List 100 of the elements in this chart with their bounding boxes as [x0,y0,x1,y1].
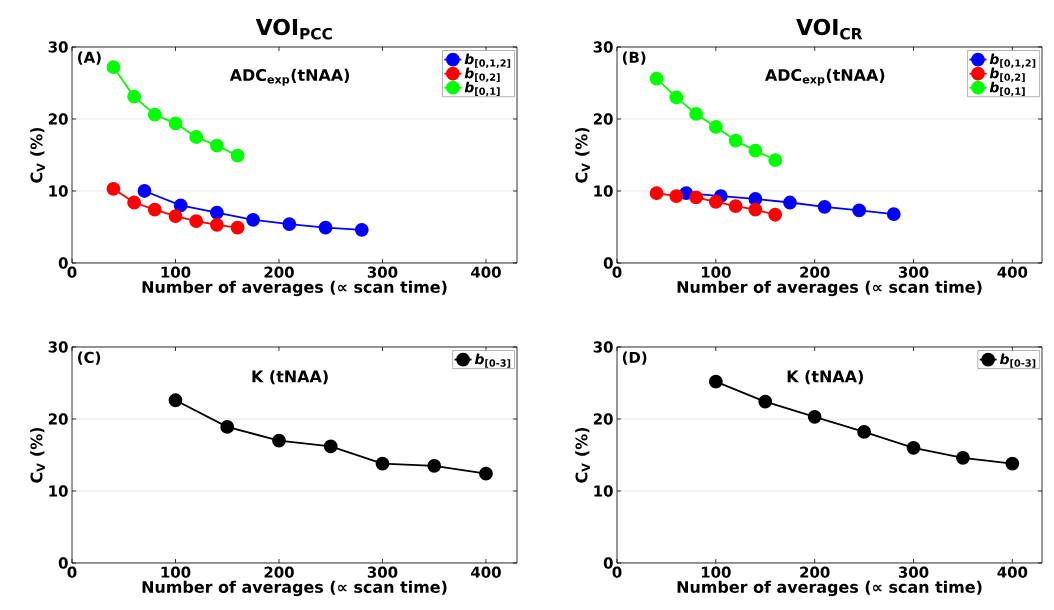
x-tick-label: 300 [898,566,929,578]
point [147,107,162,122]
x-tick-label: 0 [612,566,622,578]
x-tick-label: 300 [898,266,929,278]
point [209,217,224,232]
y-axis-title: C$_{V}$ (%) [575,127,590,183]
point [783,195,797,210]
x-axis-title: Number of averages (∝ scan time) [142,580,447,597]
point [127,195,141,210]
x-tick-label: 200 [800,566,830,578]
legend-label: b$_{[0,1]}$ [464,81,500,97]
x-tick-label: 300 [367,266,398,278]
point [147,202,162,217]
x-tick-label: 0 [67,266,77,278]
point [708,194,723,209]
y-tick-label: 0 [58,557,68,569]
point [127,89,141,104]
x-axis-title: Number of averages (∝ scan time) [677,580,982,597]
point [807,409,822,424]
annotation: K (tNAA) [252,370,328,385]
annotation: K (tNAA) [787,370,863,385]
x-tick-label: 200 [264,566,294,578]
legend-label: b$_{[0-3]}$ [999,353,1036,368]
point [649,71,664,86]
point [479,466,493,481]
point [318,220,333,235]
annotation: ADC$_{exp}$(tNAA) [764,68,885,86]
y-tick-label: 30 [48,41,68,53]
x-tick-label: 400 [471,266,501,278]
chart-title: VOI$_{CR}$ [796,18,863,40]
y-tick-label: 10 [594,185,613,197]
y-tick-label: 30 [593,41,613,53]
point [137,184,152,198]
annotation: (D) [622,351,647,365]
point [708,120,723,134]
point [246,212,261,227]
point [189,214,204,229]
y-tick-label: 0 [603,257,613,269]
point [817,199,832,214]
point [106,60,121,75]
point [906,440,921,455]
legend-label: b$_{[0,1]}$ [989,81,1025,97]
point [106,181,121,196]
point [689,190,703,205]
point [728,199,743,213]
point [173,198,188,213]
point [708,374,723,389]
y-axis-title: C$_{V}$ (%) [30,427,45,483]
y-tick-label: 30 [48,341,68,353]
annotation: (C) [78,351,101,365]
x-tick-label: 200 [264,266,294,278]
y-axis-title: C$_{V}$ (%) [575,427,590,483]
point [168,209,183,224]
point [375,456,390,471]
x-axis-title: Number of averages (∝ scan time) [142,280,447,297]
y-tick-label: 10 [594,485,613,497]
legend-label: b$_{[0,1,2]}$ [464,53,511,68]
x-tick-label: 400 [997,566,1028,578]
x-tick-label: 100 [161,566,191,578]
legend-label: b$_{[0,1,2]}$ [989,53,1036,68]
point [758,394,773,409]
y-tick-label: 10 [49,485,68,497]
point [230,220,245,235]
x-tick-label: 0 [612,266,622,278]
point [272,433,286,448]
y-tick-label: 20 [593,413,613,425]
point [768,153,783,167]
x-axis-title: Number of averages (∝ scan time) [677,280,982,297]
point [168,393,183,408]
point [956,450,970,465]
chart-title: VOI$_{PCC}$ [255,18,332,40]
point [209,205,224,220]
point [282,217,297,231]
point [427,458,442,473]
y-tick-label: 20 [48,113,68,125]
point [209,138,224,153]
y-tick-label: 20 [48,413,68,425]
x-tick-label: 200 [800,266,830,278]
y-axis-title: C$_{V}$ (%) [30,127,45,183]
point [220,420,235,434]
point [669,90,684,105]
point [649,186,664,201]
y-tick-label: 10 [49,185,68,197]
point [748,143,763,158]
point [728,133,743,148]
point [189,130,204,144]
y-tick-label: 0 [603,557,613,569]
y-tick-label: 20 [593,113,613,125]
legend-label: b$_{[0-3]}$ [474,353,511,368]
point [1005,456,1020,471]
x-tick-label: 100 [701,566,731,578]
point [168,116,183,131]
point [768,207,783,222]
annotation: (A) [78,51,101,65]
point [852,203,867,218]
point [689,107,703,121]
x-tick-label: 400 [471,566,501,578]
point [323,439,338,454]
x-tick-label: 0 [67,566,77,578]
point [748,202,763,217]
